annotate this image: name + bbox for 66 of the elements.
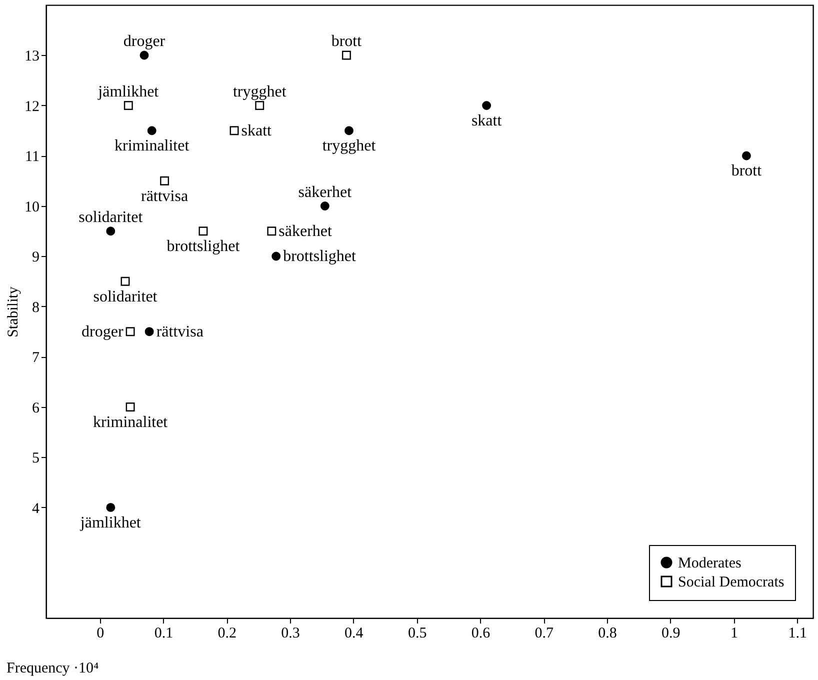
annotation: brottslighet: [283, 248, 357, 266]
y-tick-label: 12: [24, 98, 40, 115]
point: [482, 101, 492, 110]
annotation: brottslighet: [166, 238, 240, 256]
x-tick-label: 0.2: [218, 626, 237, 642]
x-tick-label: 1.1: [788, 626, 808, 642]
point: [320, 202, 330, 210]
annotation: brott: [731, 162, 762, 180]
x-tick-label: 0.1: [154, 626, 174, 642]
y-tick-label: 9: [32, 250, 40, 266]
point: [140, 50, 149, 60]
annotation: skatt: [241, 122, 272, 140]
point: [255, 101, 264, 110]
point: [230, 126, 239, 136]
annotation: rättvisa: [156, 324, 204, 341]
x-tick-label: 0.5: [408, 626, 427, 642]
point: [126, 402, 135, 412]
point: [272, 252, 281, 261]
y-tick-label: 11: [25, 149, 40, 166]
x-tick-label: 0.9: [662, 626, 680, 642]
x-tick-label: 1: [730, 626, 738, 642]
annotation: droger: [123, 33, 166, 50]
x-tick-label: 0.3: [281, 626, 300, 642]
x-tick-label: 0.4: [344, 626, 364, 642]
point: [344, 126, 354, 136]
point: [106, 502, 116, 512]
y-tick-label: 7: [32, 350, 40, 366]
y-tick-label: 6: [32, 400, 40, 416]
point: [342, 50, 351, 60]
annotation: brott: [331, 33, 362, 50]
point: [267, 226, 276, 236]
point: [126, 327, 135, 336]
annotation: skatt: [471, 112, 502, 130]
point: [124, 101, 133, 110]
annotation: säkerhet: [298, 184, 352, 201]
point: [120, 276, 130, 286]
x-tick-label: 0: [96, 626, 104, 642]
legend-label: Moderates: [678, 556, 742, 572]
annotation: kriminalitet: [92, 414, 168, 431]
annotation: säkerhet: [278, 223, 333, 240]
annotation: kriminalitet: [114, 138, 190, 155]
point: [160, 176, 170, 186]
annotation: jämlikhet: [97, 83, 160, 100]
annotation: trygghet: [232, 83, 287, 100]
annotation: droger: [82, 324, 124, 341]
x-axis-title: Frequency ·10⁴: [6, 660, 99, 676]
y-tick-label: 8: [32, 300, 40, 316]
point: [147, 126, 156, 136]
y-tick-label: 10: [24, 199, 40, 216]
point: [742, 151, 751, 160]
y-tick-label: 13: [24, 48, 40, 65]
annotation: solidaritet: [93, 288, 158, 306]
point: [106, 226, 116, 236]
y-tick-label: 4: [32, 500, 40, 517]
annotation: solidaritet: [78, 209, 144, 226]
point: [198, 226, 208, 236]
annotation: jämlikhet: [79, 514, 142, 532]
point: [144, 327, 154, 336]
x-tick-label: 0.6: [471, 626, 491, 642]
y-axis-title: Stability: [6, 286, 22, 338]
annotation: rättvisa: [140, 188, 188, 205]
legend-label: Social Democrats: [678, 574, 784, 590]
y-tick-label: 5: [32, 450, 40, 467]
annotation: trygghet: [322, 138, 376, 155]
x-tick-label: 0.8: [598, 626, 617, 642]
x-tick-label: 0.7: [534, 626, 554, 642]
